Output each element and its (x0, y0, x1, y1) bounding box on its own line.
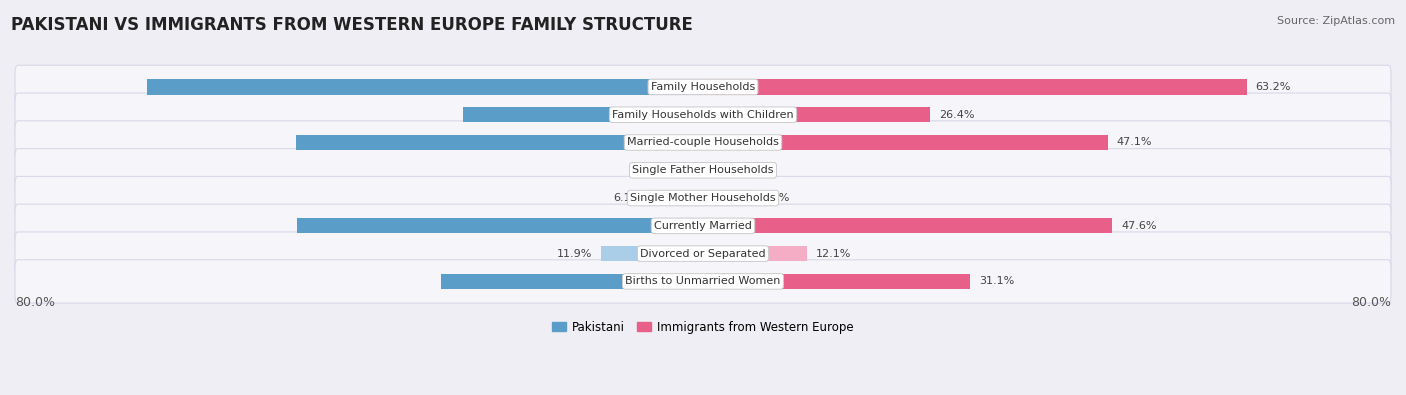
Text: 31.1%: 31.1% (979, 276, 1014, 286)
Text: 30.5%: 30.5% (655, 276, 690, 286)
Text: 26.4%: 26.4% (939, 110, 974, 120)
Text: Currently Married: Currently Married (654, 221, 752, 231)
Bar (703, 274, 970, 289)
Text: 6.1%: 6.1% (613, 193, 643, 203)
Bar (703, 135, 1108, 150)
Text: Single Mother Households: Single Mother Households (630, 193, 776, 203)
Text: 63.2%: 63.2% (1256, 82, 1291, 92)
Text: Source: ZipAtlas.com: Source: ZipAtlas.com (1277, 16, 1395, 26)
Text: 47.2%: 47.2% (654, 221, 690, 231)
Text: Births to Unmarried Women: Births to Unmarried Women (626, 276, 780, 286)
Bar (703, 79, 1247, 94)
Text: PAKISTANI VS IMMIGRANTS FROM WESTERN EUROPE FAMILY STRUCTURE: PAKISTANI VS IMMIGRANTS FROM WESTERN EUR… (11, 16, 693, 34)
Bar (703, 107, 929, 122)
Legend: Pakistani, Immigrants from Western Europe: Pakistani, Immigrants from Western Europ… (547, 316, 859, 338)
FancyBboxPatch shape (15, 121, 1391, 164)
Text: 64.7%: 64.7% (655, 82, 690, 92)
Bar (683, 163, 703, 178)
Text: 5.8%: 5.8% (762, 193, 790, 203)
Text: 80.0%: 80.0% (15, 296, 55, 309)
Text: Married-couple Households: Married-couple Households (627, 137, 779, 147)
FancyBboxPatch shape (15, 65, 1391, 109)
Text: 47.6%: 47.6% (1121, 221, 1157, 231)
Bar (703, 246, 807, 261)
FancyBboxPatch shape (15, 93, 1391, 136)
Text: Divorced or Separated: Divorced or Separated (640, 248, 766, 259)
Bar (146, 79, 703, 94)
Bar (703, 163, 721, 178)
FancyBboxPatch shape (15, 177, 1391, 220)
Bar (463, 107, 703, 122)
Bar (703, 190, 752, 206)
Text: Family Households with Children: Family Households with Children (612, 110, 794, 120)
Text: 47.1%: 47.1% (1116, 137, 1152, 147)
Text: Single Father Households: Single Father Households (633, 165, 773, 175)
Bar (703, 218, 1112, 233)
Text: 2.1%: 2.1% (730, 165, 758, 175)
FancyBboxPatch shape (15, 149, 1391, 192)
Text: 47.3%: 47.3% (655, 137, 690, 147)
FancyBboxPatch shape (15, 204, 1391, 248)
Bar (297, 218, 703, 233)
FancyBboxPatch shape (15, 260, 1391, 303)
Text: Family Households: Family Households (651, 82, 755, 92)
FancyBboxPatch shape (15, 232, 1391, 275)
Text: 12.1%: 12.1% (815, 248, 851, 259)
Text: 80.0%: 80.0% (1351, 296, 1391, 309)
Text: 11.9%: 11.9% (557, 248, 592, 259)
Bar (600, 246, 703, 261)
Bar (651, 190, 703, 206)
Bar (297, 135, 703, 150)
Text: 27.9%: 27.9% (654, 110, 690, 120)
Text: 2.3%: 2.3% (647, 165, 675, 175)
Bar (440, 274, 703, 289)
